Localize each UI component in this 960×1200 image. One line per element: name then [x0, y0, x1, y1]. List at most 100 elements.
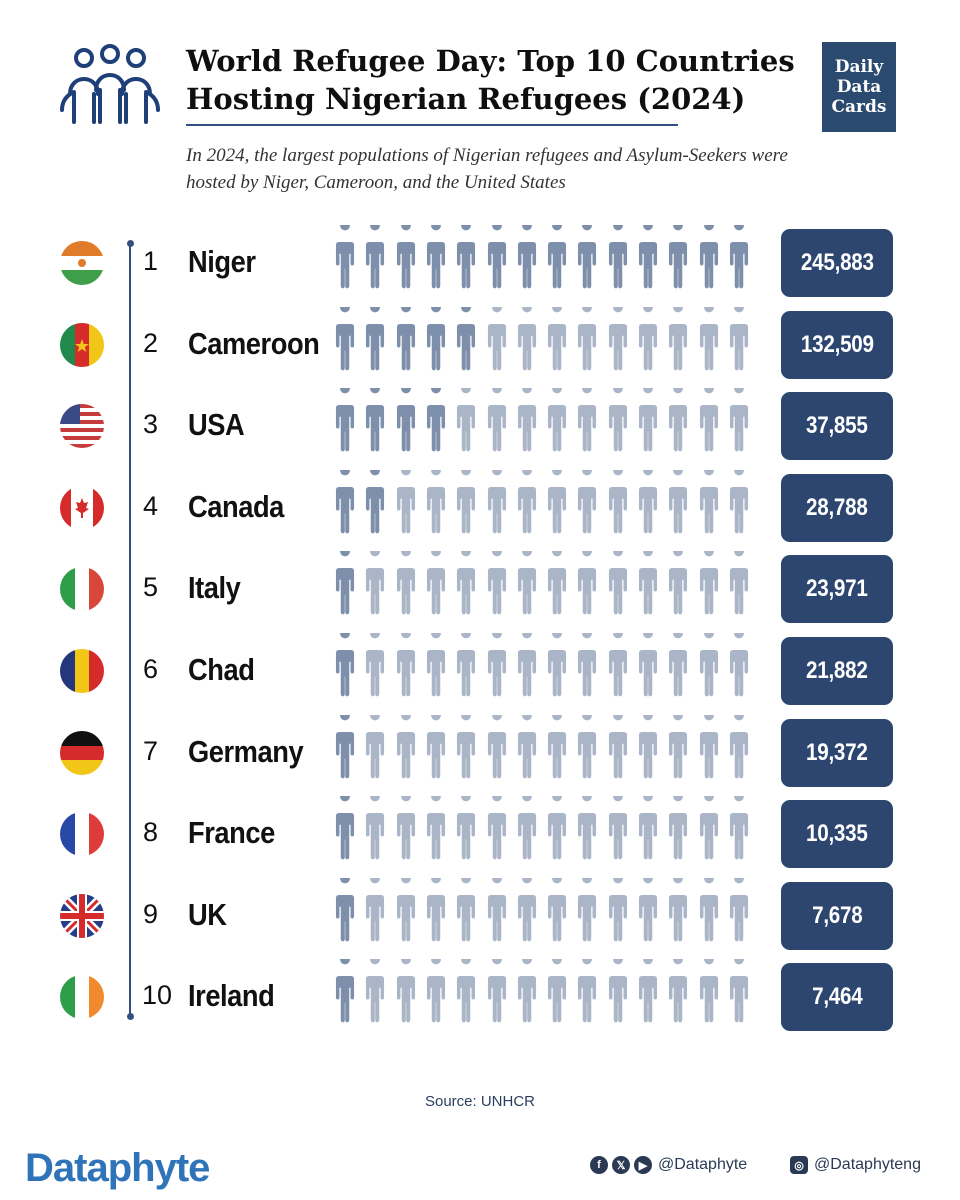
person-icon-empty: [517, 877, 536, 942]
rank-label: 7: [143, 735, 159, 766]
chart-subtitle: In 2024, the largest populations of Nige…: [186, 145, 788, 193]
value-label: 7,678: [811, 901, 863, 929]
person-icon-empty: [396, 714, 415, 778]
person-icon-empty: [578, 388, 597, 452]
france-flag: [60, 812, 104, 857]
person-icon-empty: [669, 714, 688, 778]
person-icon-filled: [426, 388, 445, 452]
germany-flag: [60, 730, 104, 775]
timeline-dot-bottom: [127, 1013, 134, 1020]
rank-label: 8: [143, 817, 159, 848]
person-icon-empty: [578, 796, 597, 860]
value-label: 19,372: [806, 738, 868, 766]
person-icon-empty: [517, 388, 536, 452]
person-icon-empty: [426, 633, 445, 697]
rank-label: 9: [143, 898, 159, 929]
person-icon-empty: [426, 959, 445, 1023]
person-icon-empty: [699, 388, 718, 452]
person-icon-filled: [335, 714, 355, 778]
person-icon-empty: [366, 877, 385, 942]
badge-line: Daily: [834, 57, 884, 77]
instagram-icon[interactable]: ◎: [790, 1156, 808, 1174]
timeline-line: [129, 244, 131, 1016]
rank-label: 5: [143, 572, 159, 603]
x-icon[interactable]: 𝕏: [612, 1156, 630, 1174]
daily-data-cards-logo: Daily Data Cards: [822, 42, 896, 132]
person-icon-filled: [335, 877, 355, 942]
person-icon-empty: [578, 551, 597, 615]
person-icon-empty: [426, 796, 445, 860]
person-icon-empty: [457, 388, 476, 452]
person-icon-empty: [608, 469, 627, 534]
person-icon-filled: [396, 306, 415, 370]
social-handle[interactable]: @Dataphyte: [658, 1156, 748, 1173]
person-icon-filled: [335, 225, 355, 289]
person-icon-empty: [548, 714, 567, 778]
person-icon-filled: [335, 469, 355, 534]
person-icon-filled: [457, 225, 476, 289]
person-icon-empty: [699, 714, 718, 778]
person-icon-filled: [335, 388, 355, 452]
italy-flag: [60, 567, 104, 612]
badge-line: Cards: [831, 97, 887, 117]
person-icon-empty: [578, 877, 597, 942]
person-icon-filled: [608, 225, 627, 289]
person-icon-empty: [548, 633, 567, 697]
person-icon-filled: [548, 225, 567, 289]
person-icon-empty: [669, 306, 688, 370]
person-icon-empty: [457, 469, 476, 534]
value-box: 21,882: [781, 637, 893, 705]
country-label: USA: [188, 407, 245, 443]
person-icon-empty: [729, 959, 748, 1023]
person-icon-empty: [578, 469, 597, 534]
person-icon-empty: [669, 551, 688, 615]
person-icon-empty: [517, 633, 536, 697]
person-icon-empty: [578, 306, 597, 370]
value-label: 37,855: [806, 412, 868, 440]
ireland-flag: [60, 975, 104, 1020]
country-label: Cameroon: [188, 325, 320, 361]
value-box: 23,971: [781, 555, 893, 624]
person-icon-empty: [729, 714, 748, 778]
person-icon-empty: [578, 959, 597, 1023]
person-icon-empty: [729, 306, 748, 370]
country-label: Chad: [188, 652, 255, 687]
social-links-left: f 𝕏 ▶ @Dataphyte: [590, 1156, 747, 1174]
person-icon-empty: [366, 959, 385, 1023]
value-box: 10,335: [781, 800, 893, 869]
youtube-icon[interactable]: ▶: [634, 1156, 652, 1174]
person-icon-empty: [366, 714, 385, 778]
person-icon-filled: [729, 225, 748, 289]
person-icon-empty: [517, 714, 536, 778]
person-icon-empty: [608, 714, 627, 778]
social-links-right: ◎ @Dataphyteng: [790, 1156, 921, 1174]
people-group-icon: [60, 44, 160, 124]
person-icon-empty: [487, 551, 506, 615]
social-handle[interactable]: @Dataphyteng: [814, 1156, 921, 1173]
value-box: 28,788: [781, 473, 893, 542]
dataphyte-logo: Dataphyte: [25, 1146, 210, 1190]
person-icon-filled: [578, 225, 597, 289]
person-icon-empty: [487, 796, 506, 860]
person-icon-empty: [487, 469, 506, 534]
country-label: UK: [188, 896, 227, 932]
person-icon-empty: [638, 796, 658, 860]
value-box: 7,678: [781, 881, 893, 950]
person-icon-filled: [335, 959, 355, 1023]
timeline-dot-top: [127, 240, 134, 247]
person-icon-empty: [699, 306, 718, 370]
chart-title: World Refugee Day: Top 10 Countries Host…: [186, 44, 795, 116]
person-icon-empty: [457, 959, 476, 1023]
person-icon-empty: [487, 633, 506, 697]
person-icon-filled: [335, 796, 355, 860]
rank-label: 1: [143, 246, 159, 276]
person-icon-filled: [335, 306, 355, 370]
person-icon-filled: [487, 225, 506, 289]
person-icon-empty: [548, 877, 567, 942]
person-icon-filled: [669, 225, 688, 289]
person-icon-empty: [638, 959, 658, 1023]
facebook-icon[interactable]: f: [590, 1156, 608, 1174]
person-icon-empty: [699, 551, 718, 615]
person-icon-empty: [517, 551, 536, 615]
person-icon-empty: [517, 469, 536, 534]
